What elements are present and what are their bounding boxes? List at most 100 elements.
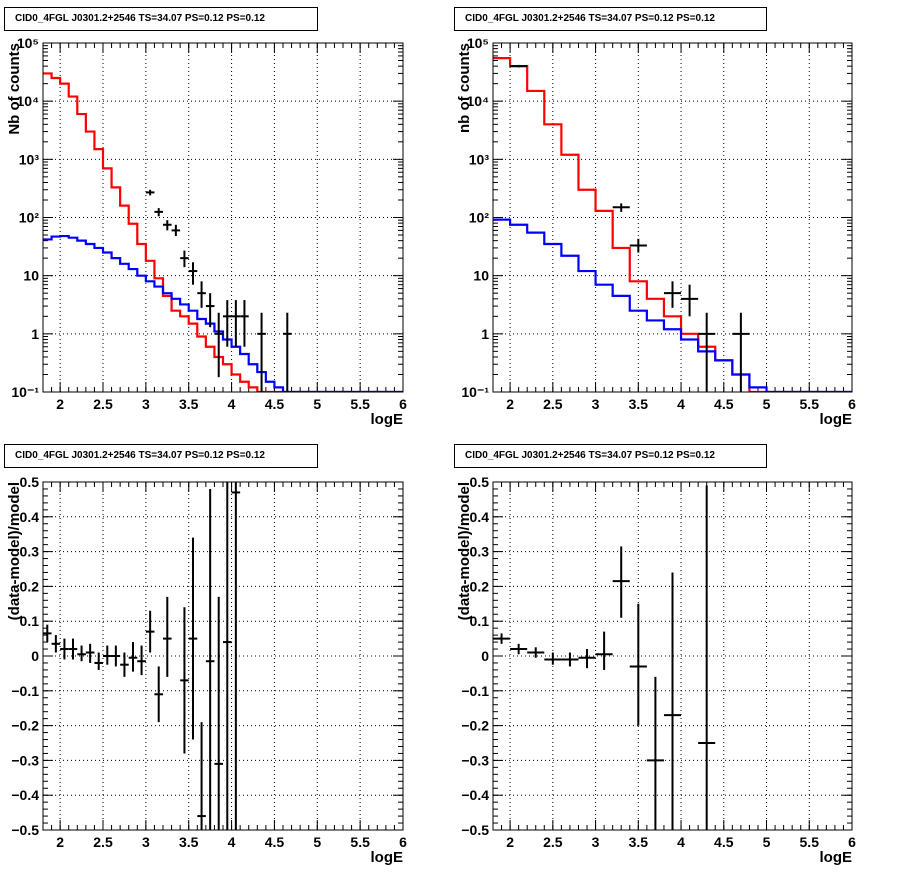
data-point: [111, 645, 121, 667]
plot-frame: [492, 481, 853, 831]
data-point: [145, 610, 155, 653]
y-tick-label: −0.5: [11, 822, 39, 838]
y-tick-label: 10⁴: [467, 93, 490, 109]
red-step-series: [43, 72, 403, 392]
x-tick-label: 3: [142, 396, 150, 412]
x-tick-label: 4: [677, 396, 685, 412]
y-tick-label: 10⁻¹: [11, 384, 39, 400]
data-point: [154, 208, 163, 217]
chart-panel-2: 2 2.5 3 3.5 4 4.5 5 5.5 6 −0.5 −0.4 −0.3 −0.2 −0.1 0 0.…: [6, 474, 407, 866]
x-tick-label: 2: [506, 834, 514, 850]
plot-area: [43, 482, 241, 830]
data-point: [197, 722, 206, 830]
data-point: [145, 189, 155, 196]
y-tick-label: 0.3: [20, 544, 40, 560]
data-point: [214, 596, 223, 830]
data-point: [663, 281, 682, 308]
y-tick-label: 10³: [469, 151, 490, 167]
y-tick-label: −0.3: [461, 752, 489, 768]
data-point: [231, 482, 241, 830]
panel-title-top-left: CID0_4FGL J0301.2+2546 TS=34.07 PS=0.12 …: [4, 7, 318, 31]
data-point: [698, 312, 716, 392]
y-tick-label: 1: [31, 326, 39, 342]
x-tick-label: 6: [848, 396, 856, 412]
x-axis-label: logE: [371, 411, 404, 428]
data-point: [493, 633, 511, 644]
red-step-series: [493, 57, 852, 392]
y-tick-label: 0.5: [470, 474, 490, 490]
panel-title-bottom-left: CID0_4FGL J0301.2+2546 TS=34.07 PS=0.12 …: [4, 444, 318, 468]
y-tick-label: 0.1: [470, 613, 490, 629]
x-tick-label: 4: [228, 396, 236, 412]
data-point: [698, 485, 716, 830]
x-tick-label: 2.5: [543, 396, 563, 412]
x-tick-label: 5.5: [350, 396, 370, 412]
blue-step-series: [43, 234, 403, 392]
y-tick-label: 10⁵: [467, 35, 489, 51]
y-tick-label: 0.1: [20, 613, 40, 629]
data-point: [646, 676, 664, 830]
x-tick-label: 5: [763, 396, 771, 412]
plot-area: [493, 485, 716, 830]
y-axis-label: (data-model)/model: [456, 482, 473, 620]
y-tick-label: 0.2: [470, 578, 490, 594]
data-point: [171, 224, 181, 237]
data-point: [188, 262, 198, 285]
x-tick-label: 3.5: [179, 834, 199, 850]
data-point: [68, 638, 78, 660]
data-point: [612, 546, 630, 618]
y-tick-label: 10³: [19, 151, 40, 167]
y-tick-label: −0.3: [11, 752, 39, 768]
x-tick-label: 5.5: [800, 396, 820, 412]
y-tick-label: −0.1: [11, 683, 39, 699]
y-tick-label: 10²: [469, 210, 490, 226]
y-tick-label: 1: [481, 326, 489, 342]
data-point: [544, 652, 562, 665]
data-point: [197, 281, 206, 308]
data-point: [663, 572, 682, 830]
x-tick-label: 6: [848, 834, 856, 850]
data-point: [527, 647, 545, 658]
x-tick-label: 6: [399, 396, 407, 412]
panel-title-top-right: CID0_4FGL J0301.2+2546 TS=34.07 PS=0.12 …: [454, 7, 767, 31]
y-tick-label: 0.2: [20, 578, 40, 594]
data-point: [163, 596, 172, 677]
data-point: [612, 203, 630, 212]
data-point: [681, 284, 699, 317]
data-point: [137, 645, 146, 676]
data-point: [60, 638, 69, 660]
data-point: [240, 300, 249, 347]
y-tick-label: −0.4: [461, 787, 489, 803]
data-point: [578, 649, 596, 669]
y-tick-label: 10²: [19, 210, 40, 226]
data-point: [154, 666, 163, 723]
x-tick-label: 3.5: [629, 396, 649, 412]
data-point: [223, 482, 232, 830]
data-point: [595, 631, 613, 670]
x-tick-label: 4.5: [265, 396, 285, 412]
plot-area: [43, 72, 403, 392]
x-tick-label: 5: [313, 834, 321, 850]
x-tick-label: 2.5: [93, 834, 113, 850]
plot-frame: [492, 42, 853, 393]
y-tick-label: −0.5: [461, 822, 489, 838]
data-point: [510, 64, 528, 68]
y-tick-label: 10: [473, 268, 489, 284]
data-point: [180, 607, 189, 754]
data-point: [223, 300, 232, 347]
x-tick-label: 4: [677, 834, 685, 850]
chart-panel-0: 2 2.5 3 3.5 4 4.5 5 5.5 6 10⁻¹ 1 10 10² 10³ 10⁴ 10⁵ logE…: [6, 35, 407, 428]
data-point: [180, 250, 189, 268]
y-tick-label: −0.2: [11, 718, 39, 734]
data-point: [77, 645, 86, 662]
y-tick-label: 10⁵: [17, 35, 39, 51]
x-axis-label: logE: [371, 849, 404, 866]
data-point: [629, 603, 647, 726]
data-point: [214, 312, 223, 378]
y-tick-label: 10: [23, 268, 39, 284]
data-point: [85, 643, 95, 663]
panel-title-bottom-right: CID0_4FGL J0301.2+2546 TS=34.07 PS=0.12 …: [454, 444, 767, 468]
data-point: [732, 312, 750, 392]
data-point: [103, 645, 112, 665]
x-tick-label: 6: [399, 834, 407, 850]
